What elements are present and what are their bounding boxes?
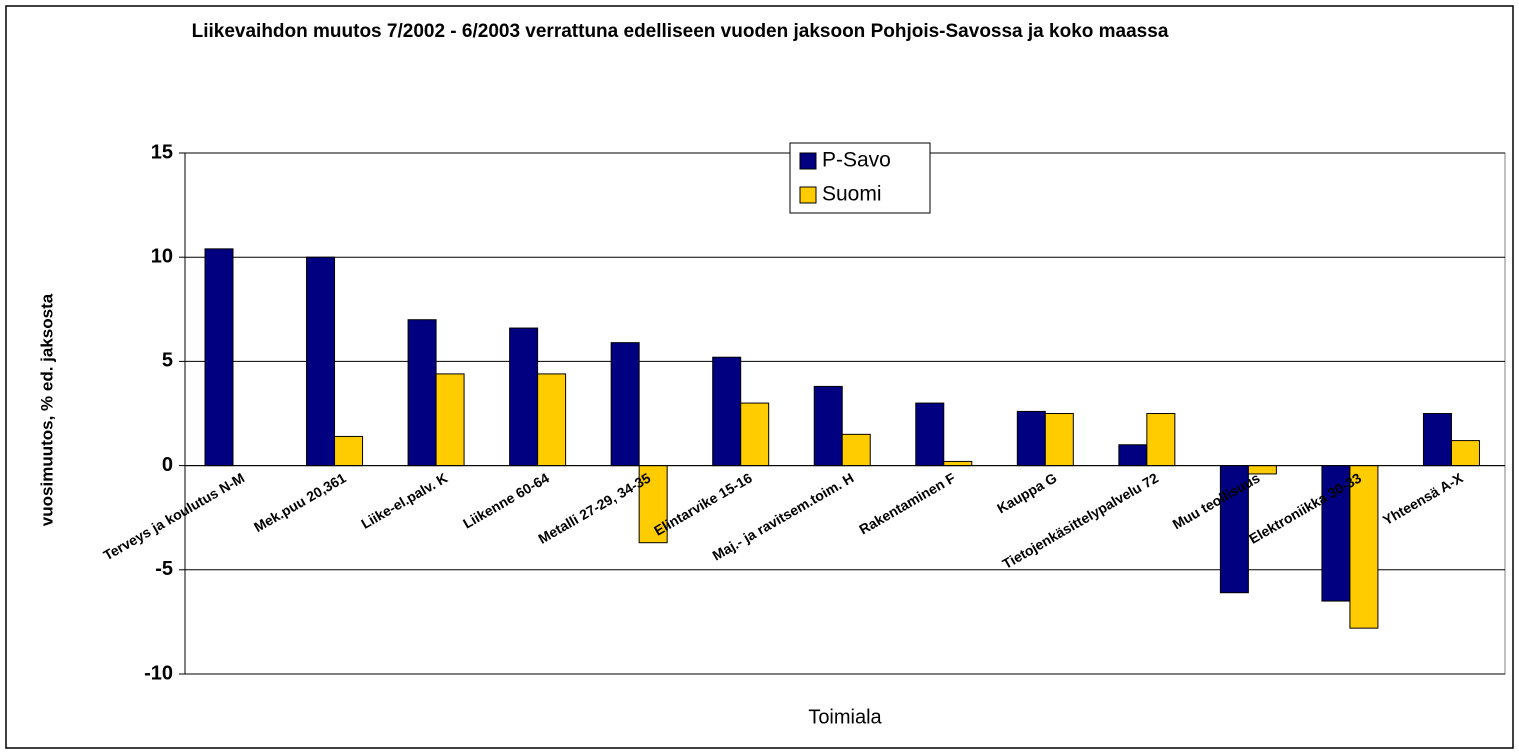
chart-title: Liikevaihdon muutos 7/2002 - 6/2003 verr… [191,21,1169,42]
bar [1118,444,1148,467]
y-tick-label: 0 [162,454,173,476]
bar [915,402,945,467]
bar [943,460,973,467]
bar [1349,465,1379,629]
bar [1422,413,1452,467]
legend-swatch [799,152,817,170]
legend-label: Suomi [822,183,882,206]
bar [1146,413,1176,467]
y-tick-label: -5 [155,558,173,580]
y-tick-label: 5 [162,350,173,372]
bar [1044,413,1074,467]
bar [712,356,742,467]
bar [435,373,465,467]
bar [204,248,234,467]
bar [813,385,843,467]
bar [841,433,871,467]
y-tick-label: 10 [151,245,173,267]
legend-label: P-Savo [822,149,891,172]
x-axis-label: Toimiala [808,706,882,728]
bar [537,373,567,467]
bar [610,342,640,467]
bar [334,435,364,467]
bar [1450,440,1480,467]
legend-swatch [799,186,817,204]
y-tick-label: 15 [151,141,173,163]
bar [306,256,336,467]
bar [1016,410,1046,467]
bar [407,319,437,467]
bar [740,402,770,467]
y-tick-label: -10 [144,662,173,684]
y-axis-label: vuosimuutos, % ed. jaksosta [37,293,56,526]
bar [509,327,539,467]
plot-area [184,152,1506,675]
